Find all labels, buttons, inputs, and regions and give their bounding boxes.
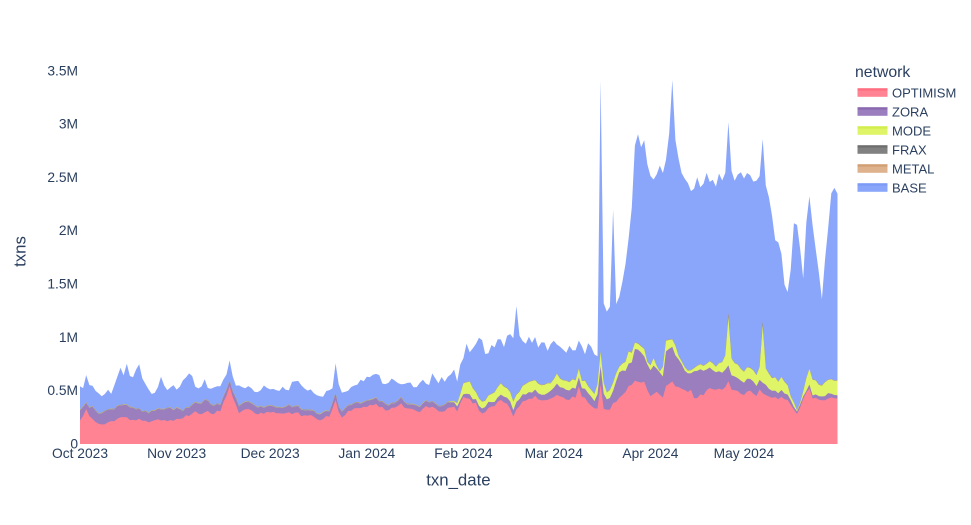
svg-text:txns: txns	[10, 236, 29, 267]
svg-text:3.5M: 3.5M	[47, 63, 78, 78]
svg-text:ZORA: ZORA	[892, 105, 928, 120]
svg-text:1.5M: 1.5M	[47, 277, 78, 292]
svg-text:Apr 2024: Apr 2024	[622, 446, 678, 461]
svg-text:May 2024: May 2024	[714, 446, 775, 461]
svg-text:txn_date: txn_date	[426, 470, 490, 489]
svg-text:Jan 2024: Jan 2024	[338, 446, 395, 461]
svg-text:Oct 2023: Oct 2023	[52, 446, 108, 461]
svg-text:0: 0	[70, 437, 78, 452]
svg-text:1M: 1M	[59, 330, 78, 345]
svg-text:METAL: METAL	[892, 162, 934, 177]
svg-text:Mar 2024: Mar 2024	[525, 446, 584, 461]
svg-text:OPTIMISM: OPTIMISM	[892, 86, 956, 101]
svg-text:BASE: BASE	[892, 181, 927, 196]
svg-text:network: network	[855, 64, 910, 81]
svg-text:Dec 2023: Dec 2023	[241, 446, 300, 461]
svg-text:FRAX: FRAX	[892, 143, 927, 158]
svg-text:3M: 3M	[59, 117, 78, 132]
svg-text:Feb 2024: Feb 2024	[434, 446, 493, 461]
svg-text:2M: 2M	[59, 223, 78, 238]
svg-text:0.5M: 0.5M	[47, 383, 78, 398]
svg-text:2.5M: 2.5M	[47, 170, 78, 185]
svg-text:Nov 2023: Nov 2023	[147, 446, 206, 461]
svg-text:MODE: MODE	[892, 124, 931, 139]
